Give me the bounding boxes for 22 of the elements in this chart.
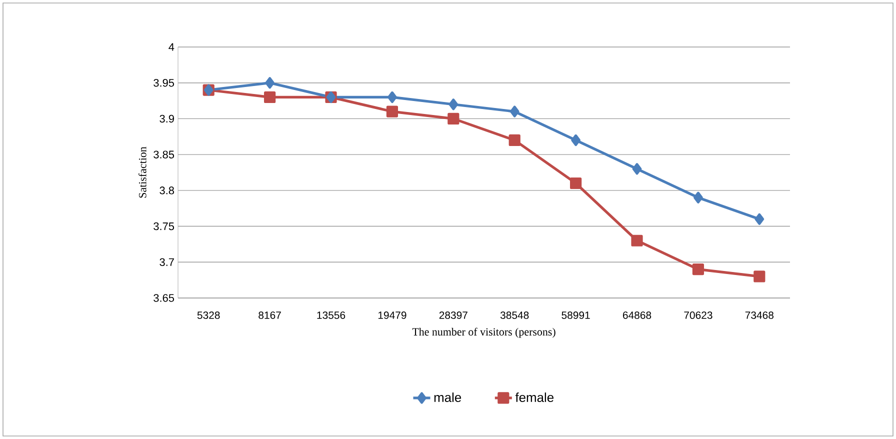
y-tick-label: 3.8 — [160, 186, 174, 194]
legend-label: male — [434, 392, 462, 402]
x-axis-title: The number of visitors (persons) — [412, 328, 556, 338]
y-tick-label: 3.85 — [154, 150, 174, 158]
x-tick-label: 19479 — [378, 312, 406, 319]
x-tick-label: 58991 — [562, 312, 590, 319]
y-tick-label: 3.75 — [154, 222, 174, 230]
x-tick-label: 5328 — [197, 312, 220, 319]
x-tick-label: 64868 — [622, 312, 652, 319]
x-tick-label: 73468 — [745, 312, 774, 319]
y-axis-title: Satisfaction — [138, 146, 146, 198]
x-tick-label: 8167 — [258, 312, 281, 319]
y-tick-label: 3.7 — [160, 258, 174, 266]
x-tick-label: 70623 — [684, 312, 712, 319]
y-tick-label: 3.95 — [154, 78, 174, 87]
x-tick-label: 28397 — [439, 312, 468, 319]
y-tick-label: 3.65 — [154, 294, 174, 302]
y-tick-label: 3.9 — [160, 114, 174, 123]
y-tick-label: 4 — [168, 43, 174, 51]
x-tick-label: 38548 — [500, 312, 529, 319]
legend-label: female — [515, 392, 554, 402]
x-tick-label: 13556 — [317, 312, 346, 319]
